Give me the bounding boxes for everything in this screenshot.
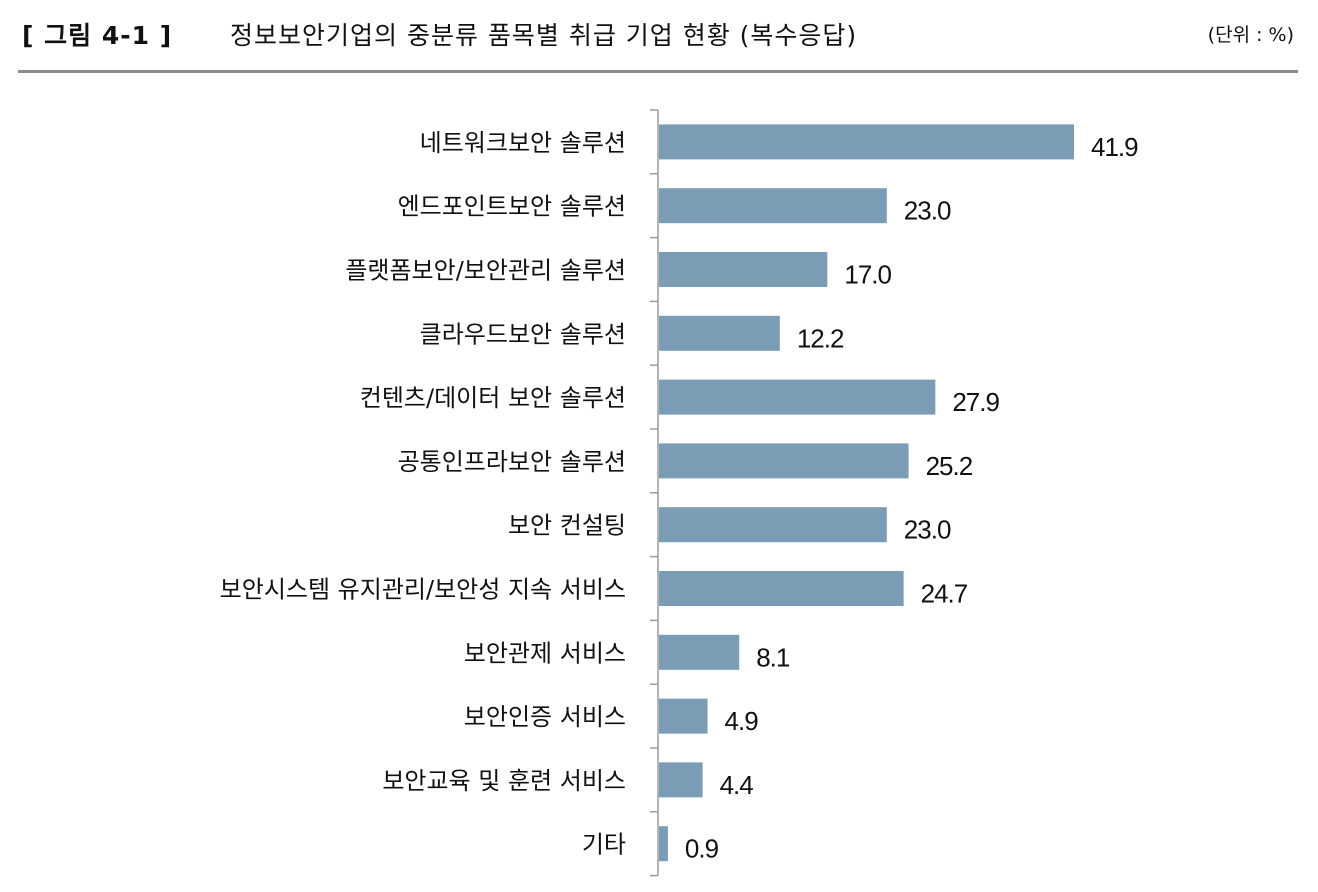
data-label: 4.4 [720,770,754,800]
category-label: 보안시스템 유지관리/보안성 지속 서비스 [220,576,626,604]
figure-label: [ 그림 4-1 ] [22,21,173,50]
data-label: 27.9 [952,387,999,417]
data-label: 24.7 [921,579,968,609]
category-label: 클라우드보안 솔루션 [420,320,626,348]
category-label: 보안관제 서비스 [464,639,626,667]
category-label: 엔드포인트보안 솔루션 [398,193,626,221]
bar [659,315,780,351]
category-label: 공통인프라보안 솔루션 [398,448,626,476]
bar [659,826,668,862]
data-label: 41.9 [1091,132,1138,162]
bar-chart: 네트워크보안 솔루션 41.9 엔드포인트보안 솔루션 23.0 플랫폼보안/보안관리 … [220,109,1139,877]
bar [659,762,703,798]
category-label: 보안 컨설팅 [508,512,626,540]
header-divider [18,70,1298,73]
bar [659,571,904,606]
figure-header: [ 그림 4-1 ] 정보보안기업의 중분류 품목별 취급 기업 현황 (복수응… [22,14,1298,54]
bar [659,188,887,224]
data-label: 23.0 [904,196,951,226]
bar [659,507,887,543]
bar [659,252,828,287]
figure-title: 정보보안기업의 중분류 품목별 취급 기업 현황 (복수응답) [230,21,858,50]
bar [659,379,936,415]
category-label: 컨텐츠/데이터 보안 솔루션 [360,384,626,412]
bar [659,443,909,479]
bar [659,124,1074,160]
data-label: 8.1 [756,642,790,672]
category-label: 기타 [582,831,626,859]
bar [659,698,708,734]
data-label: 0.9 [685,834,719,864]
category-label: 보안인증 서비스 [464,703,626,731]
category-label: 네트워크보안 솔루션 [420,129,626,157]
data-label: 25.2 [926,451,973,481]
category-label: 보안교육 및 훈련 서비스 [382,767,626,795]
data-label: 4.9 [725,706,759,736]
category-label: 플랫폼보안/보안관리 솔루션 [345,257,626,285]
data-label: 23.0 [904,515,951,545]
bar [659,634,740,670]
data-label: 12.2 [797,323,844,353]
data-label: 17.0 [844,260,891,290]
unit-label: (단위 : %) [1207,24,1294,46]
